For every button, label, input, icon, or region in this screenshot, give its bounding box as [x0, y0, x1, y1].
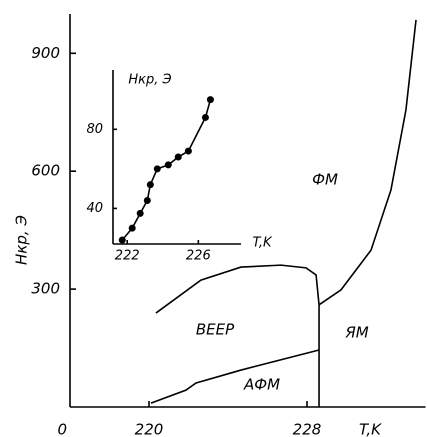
point: [128, 224, 136, 232]
y-tick-label: 600: [31, 162, 60, 180]
point: [184, 147, 192, 155]
point: [174, 153, 182, 161]
y-tick-label: 900: [31, 44, 60, 62]
point: [136, 209, 144, 217]
region-label: ВЕЕР: [196, 321, 235, 339]
region-label: ЯМ: [344, 324, 368, 342]
y-tick-label: 80: [86, 122, 103, 137]
point: [146, 181, 154, 189]
x-tick-label: 226: [186, 249, 211, 264]
curve: [150, 349, 320, 404]
fit-line: [121, 99, 212, 241]
curve: [318, 19, 417, 306]
curve: [155, 264, 320, 314]
y-axis-label: Hкр, Э: [128, 73, 171, 88]
point: [201, 113, 209, 121]
x-axis-label: T,K: [252, 236, 273, 251]
region-label: ФМ: [312, 171, 338, 189]
point: [143, 197, 151, 204]
region-label: АФМ: [243, 376, 280, 394]
point: [153, 165, 161, 173]
x-axis-label: T,K: [359, 421, 382, 437]
point: [206, 96, 214, 104]
point: [118, 236, 126, 244]
y-axis-label: Hкр, Э: [13, 215, 31, 265]
point: [164, 161, 172, 169]
x-tick-label: 222: [115, 249, 140, 264]
x-tick-label: 220: [135, 421, 164, 437]
y-tick-label: 0: [57, 421, 67, 437]
x-tick-label: 228: [293, 421, 322, 437]
y-tick-label: 40: [86, 201, 103, 216]
y-tick-label: 300: [31, 280, 60, 298]
